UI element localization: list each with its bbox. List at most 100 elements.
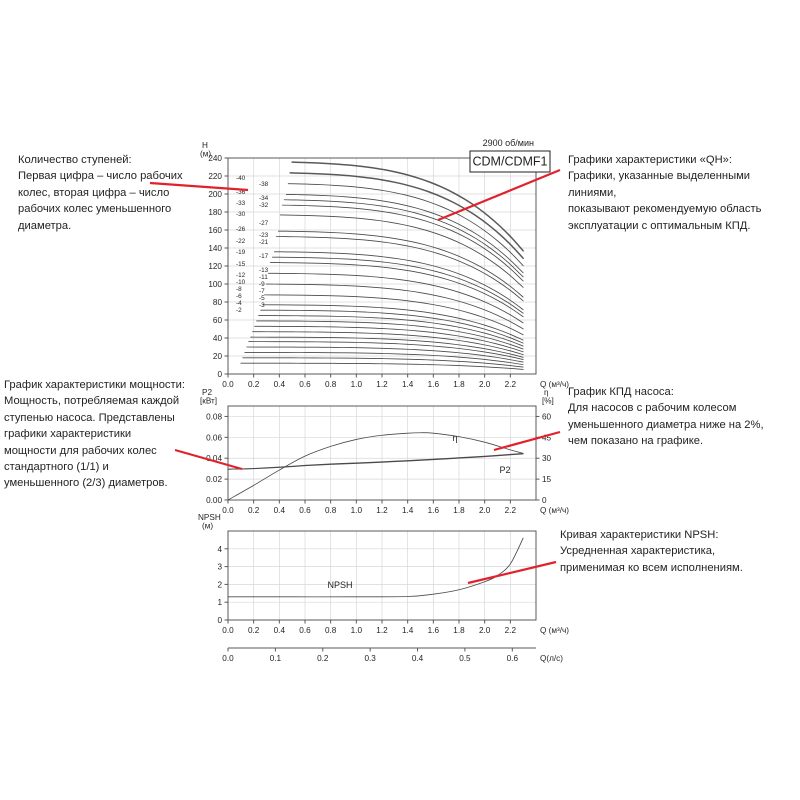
npsh-curve bbox=[227, 537, 524, 598]
pe-xtick-label: 0.2 bbox=[248, 506, 260, 515]
qh-stage-label-left: -22 bbox=[236, 238, 246, 245]
qh-ytick-label: 120 bbox=[208, 262, 222, 271]
qh-stage-label-right: -9 bbox=[259, 281, 265, 288]
qh-stage-label-left: -40 bbox=[236, 175, 246, 182]
pe-xtick-label: 1.2 bbox=[376, 506, 388, 515]
annotation-qh-curves: Графики характеристики «QH»: Графики, ук… bbox=[568, 154, 762, 232]
pe-xtick-label: 1.4 bbox=[402, 506, 414, 515]
qh-stage-label-right: -27 bbox=[259, 220, 269, 227]
qh-stage-label-right: -3 bbox=[259, 302, 265, 309]
qh-xtick-label: 1.6 bbox=[428, 380, 440, 389]
qh-xaxis-title: Q (м³/ч) bbox=[540, 380, 569, 389]
pe-xtick-label: 2.2 bbox=[505, 506, 517, 515]
qh-ytick-label: 140 bbox=[208, 244, 222, 253]
qh-curve-m2 bbox=[240, 362, 524, 370]
qh-curve-m3 bbox=[242, 357, 524, 368]
qh-curve-m9 bbox=[254, 325, 524, 353]
pe-xtick-label: 1.8 bbox=[453, 506, 465, 515]
npsh-xtick-label: 2.2 bbox=[505, 626, 517, 635]
qh-stage-label-left: -26 bbox=[236, 226, 246, 233]
annotation-stages: Количество ступеней: Первая цифра – числ… bbox=[18, 154, 183, 232]
qh-curve-m7 bbox=[250, 336, 524, 358]
pe-xtick-label: 0.0 bbox=[222, 506, 234, 515]
qh-xtick-label: 0.8 bbox=[325, 380, 337, 389]
qh-curve-m38 bbox=[289, 172, 524, 260]
npsh-yaxis-unit: (м) bbox=[202, 522, 213, 531]
qh-curve-m19 bbox=[268, 272, 524, 324]
pe-xtick-label: 0.4 bbox=[274, 506, 286, 515]
qh-ytick-label: 0 bbox=[217, 370, 222, 379]
qh-stage-label-left: -30 bbox=[236, 211, 246, 218]
qh-curve-m5 bbox=[246, 346, 524, 363]
qh-curve-m23 bbox=[273, 251, 524, 311]
npsh-xtick-label: 1.6 bbox=[428, 626, 440, 635]
qh-curve-m36 bbox=[287, 183, 524, 267]
pe-xtick-label: 0.6 bbox=[299, 506, 311, 515]
qh-stage-label-left: -33 bbox=[236, 200, 246, 207]
pe-y2axis-unit: [%] bbox=[542, 397, 554, 406]
pe-xaxis-title: Q (м³/ч) bbox=[540, 506, 569, 515]
qh-curve-m12 bbox=[260, 309, 524, 344]
pe-ytick-right-label: 0 bbox=[542, 496, 547, 505]
qh-xtick-label: 1.8 bbox=[453, 380, 465, 389]
qh-plot-frame bbox=[227, 157, 537, 375]
qh-stage-label-left: -10 bbox=[236, 279, 246, 286]
qh-ytick-label: 40 bbox=[213, 334, 223, 343]
pe-ytick-left-label: 0.00 bbox=[206, 496, 222, 505]
qh-stage-label-right: -21 bbox=[259, 239, 269, 246]
qh-curve-m8 bbox=[252, 331, 524, 356]
npsh-xtick-label: 1.2 bbox=[376, 626, 388, 635]
qh-stage-label-left: -4 bbox=[236, 300, 242, 307]
qh-stage-label-right: -32 bbox=[259, 202, 269, 209]
qh-curve-m26 bbox=[275, 236, 524, 302]
qh-speed-label: 2900 об/мин bbox=[483, 138, 534, 148]
npsh-xtick-label: 0.8 bbox=[325, 626, 337, 635]
qh-stage-label-left: -2 bbox=[236, 307, 242, 314]
leader-qh bbox=[437, 168, 561, 222]
qh-stage-label-right: -13 bbox=[259, 267, 269, 274]
qh-xtick-label: 0.0 bbox=[222, 380, 234, 389]
qh-stage-label-right: -23 bbox=[259, 232, 269, 239]
qh-stage-label-left: -36 bbox=[236, 189, 246, 196]
npsh-xtick-label: 0.6 bbox=[299, 626, 311, 635]
qh-curve-m6 bbox=[248, 341, 524, 360]
npsh-xaxis2-title: Q(л/с) bbox=[540, 654, 563, 663]
qh-stage-label-right: -7 bbox=[259, 288, 265, 295]
qh-xtick-label: 0.4 bbox=[274, 380, 286, 389]
npsh-xtick-label: 1.8 bbox=[453, 626, 465, 635]
qh-curve-m34 bbox=[285, 193, 524, 274]
npsh-xtick-label: 0.2 bbox=[248, 626, 260, 635]
qh-ytick-label: 100 bbox=[208, 280, 222, 289]
npsh-xtick-label: 0.4 bbox=[274, 626, 286, 635]
pe-ytick-right-label: 45 bbox=[542, 433, 552, 442]
npsh-xtick-label: 2.0 bbox=[479, 626, 491, 635]
npsh-xtick-label: 1.4 bbox=[402, 626, 414, 635]
qh-stage-label-left: -19 bbox=[236, 249, 246, 256]
qh-ytick-label: 60 bbox=[213, 316, 223, 325]
qh-curve-m27 bbox=[277, 230, 524, 298]
qh-curve-m13 bbox=[262, 304, 524, 341]
qh-stage-label-left: -12 bbox=[236, 272, 246, 279]
qh-curve-m10 bbox=[256, 320, 524, 350]
pe-xtick-label: 2.0 bbox=[479, 506, 491, 515]
npsh-xtick2-label: 0.1 bbox=[270, 654, 282, 663]
npsh-xtick2-label: 0.5 bbox=[459, 654, 471, 663]
qh-stage-label-left: -6 bbox=[236, 293, 242, 300]
annotation-efficiency: График КПД насоса: Для насосов с рабочим… bbox=[568, 386, 764, 448]
pe-eta-curve-label: η bbox=[452, 433, 457, 443]
pe-xtick-label: 1.6 bbox=[428, 506, 440, 515]
pe-curve-P223 bbox=[227, 453, 524, 470]
pe-y2axis-title: η bbox=[544, 388, 549, 397]
npsh-ytick-label: 4 bbox=[217, 545, 222, 554]
qh-stage-label-left: -8 bbox=[236, 286, 242, 293]
npsh-yaxis-title: NPSH bbox=[198, 513, 221, 522]
qh-curve-m15 bbox=[264, 294, 524, 336]
qh-xtick-label: 0.6 bbox=[299, 380, 311, 389]
model-title-box bbox=[469, 150, 551, 173]
pe-plot-frame bbox=[227, 405, 537, 501]
npsh-ytick-label: 2 bbox=[217, 580, 222, 589]
qh-stage-label-right: -34 bbox=[259, 195, 269, 202]
qh-curve-m30 bbox=[279, 214, 524, 288]
qh-xtick-label: 2.0 bbox=[479, 380, 491, 389]
